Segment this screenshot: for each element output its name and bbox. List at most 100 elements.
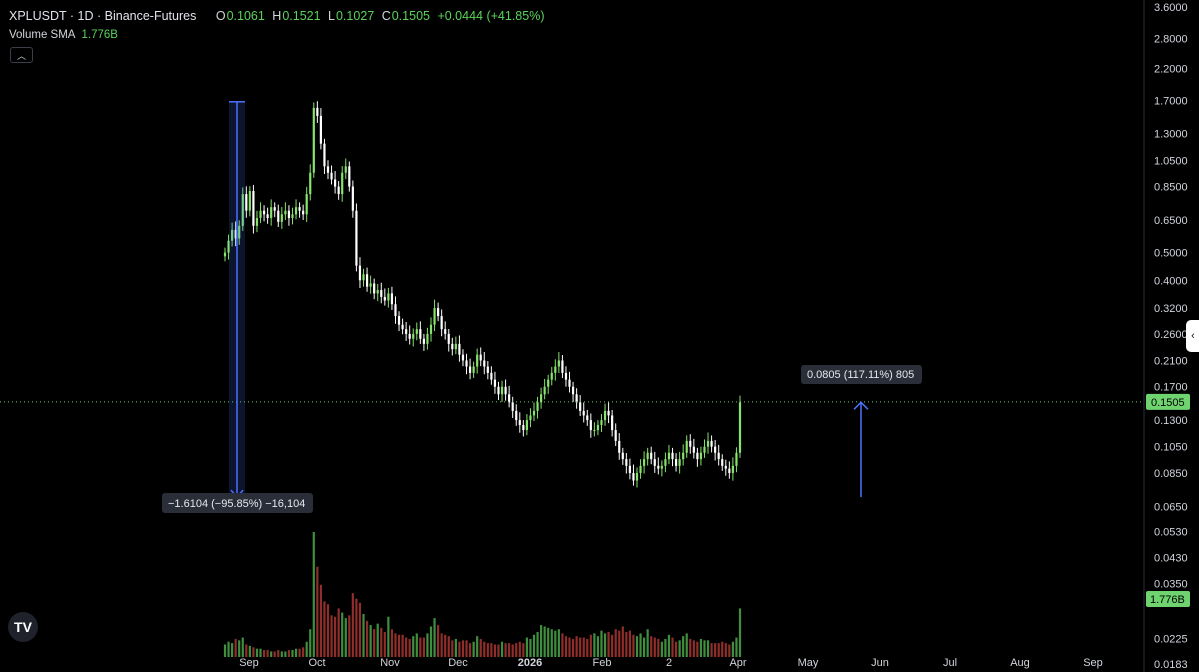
time-tick-label: May — [798, 657, 819, 669]
volume-bar — [266, 650, 269, 657]
price-tick-label: 0.1700 — [1154, 382, 1188, 394]
candle-body — [238, 225, 241, 239]
volume-bar — [714, 643, 717, 657]
candle-body — [277, 210, 280, 222]
volume-bar — [365, 620, 369, 657]
price-tick-label: 0.0430 — [1154, 553, 1188, 565]
measure-tools: −1.6104 (−95.85%) −16,104 0.0805 (117.11%… — [0, 101, 1144, 513]
volume-bar — [586, 638, 589, 657]
volume-bar — [458, 641, 461, 657]
measure-label-up: 0.0805 (117.11%) 805 — [807, 369, 914, 381]
candle-body — [302, 210, 305, 215]
volume-bar — [646, 629, 649, 657]
candle-body — [493, 379, 497, 387]
open-label: O — [215, 9, 226, 23]
candle-body — [724, 465, 727, 469]
volume-bar — [451, 640, 454, 657]
candle-body — [234, 229, 237, 239]
volume-bar — [660, 641, 663, 657]
candle-body — [245, 194, 248, 211]
candle-body — [618, 440, 621, 453]
candle-body — [643, 459, 646, 466]
candle-body — [511, 402, 514, 411]
candle-body — [468, 366, 472, 373]
candle-body — [710, 440, 713, 447]
volume-bar — [294, 648, 298, 657]
volume-bar — [341, 612, 344, 657]
price-tick-label: 0.0850 — [1154, 468, 1188, 480]
price-tick-label: 1.0500 — [1154, 155, 1188, 167]
symbol-title[interactable]: XPLUSDT · 1D · Binance-Futures — [9, 9, 197, 23]
change-value: +0.0444 (+41.85%) — [437, 9, 545, 23]
candle-body — [561, 360, 564, 373]
volume-bar — [248, 645, 251, 657]
candle-body — [497, 386, 500, 395]
candle-body — [664, 459, 667, 466]
volume-bar — [397, 634, 401, 657]
candle-body — [408, 333, 411, 339]
candle-body — [621, 452, 624, 460]
time-tick-label: Oct — [308, 657, 325, 669]
candle-body — [259, 210, 262, 219]
measure-label-box — [801, 365, 922, 384]
candle-body — [593, 430, 596, 432]
time-tick-label: Apr — [729, 657, 746, 669]
candle-body — [611, 415, 614, 431]
candle-body — [241, 194, 244, 226]
candle-body — [650, 452, 653, 460]
candle-body — [358, 265, 362, 281]
volume-bar — [334, 616, 337, 657]
candle-body — [518, 420, 521, 425]
candle-body — [657, 465, 660, 469]
volume-bar — [706, 640, 710, 657]
price-tick-label: 2.8000 — [1154, 33, 1188, 45]
volume-bar — [486, 643, 489, 657]
candle-body — [444, 329, 447, 334]
candle-body — [682, 452, 685, 460]
volume-bar — [238, 640, 241, 657]
volume-bar — [373, 629, 376, 657]
candle-body — [532, 410, 536, 416]
candle-body — [721, 459, 724, 466]
volume-bar — [603, 633, 607, 657]
volume-bar — [479, 638, 482, 657]
volume-bar — [273, 651, 276, 657]
volume-bar — [497, 644, 500, 657]
volume-legend[interactable]: Volume SMA 1.776B — [9, 29, 118, 41]
price-tick-label: 0.5000 — [1154, 248, 1188, 260]
volume-bar — [351, 593, 354, 657]
open-value: 0.1061 — [226, 9, 265, 23]
candle-body — [397, 316, 401, 325]
candle-body — [646, 452, 649, 460]
side-panel-toggle[interactable]: ‹ — [1186, 320, 1199, 352]
volume-bar — [369, 625, 372, 657]
volume-bar — [571, 638, 575, 657]
volume-bar — [319, 584, 322, 657]
volume-bar — [664, 638, 667, 657]
volume-bar — [650, 636, 653, 657]
candle-body — [508, 394, 511, 403]
volume-bar — [543, 626, 546, 657]
candle-body — [305, 194, 308, 215]
volume-bar — [490, 643, 493, 657]
candle-body — [472, 366, 475, 373]
candle-body — [635, 472, 639, 481]
last-price-tag-label: 0.1505 — [1151, 397, 1185, 409]
close-label: C — [381, 9, 391, 23]
volume-bar — [444, 634, 447, 657]
tradingview-logo[interactable]: TV — [8, 612, 38, 642]
candle-body — [607, 410, 610, 416]
volume-bar — [557, 629, 560, 657]
candle-body — [685, 440, 688, 453]
candle-body — [600, 420, 603, 425]
volume-bar — [287, 650, 291, 657]
candle-body — [369, 283, 372, 287]
volume-bar — [468, 643, 472, 657]
volume-bar — [579, 637, 582, 657]
volume-bar — [426, 633, 429, 657]
collapse-legend-button[interactable]: ︿ — [10, 47, 33, 63]
candle-body — [266, 214, 269, 219]
candle-body — [628, 465, 631, 473]
volume-bar — [554, 630, 557, 657]
